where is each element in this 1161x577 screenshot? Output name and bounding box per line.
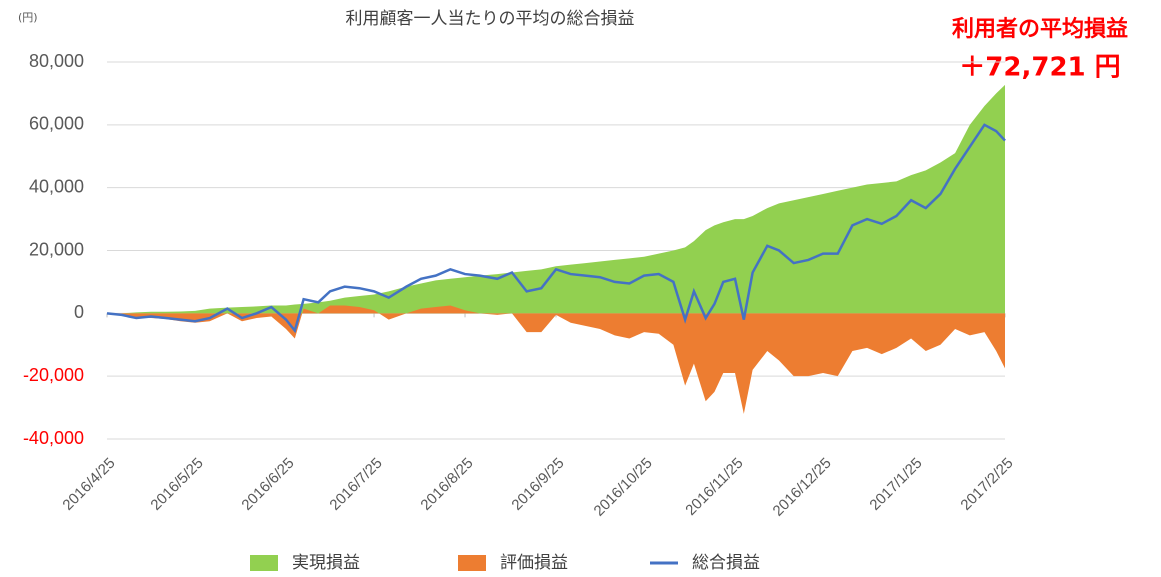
x-tick-label: 2016/4/25 (59, 455, 118, 514)
legend-label: 総合損益 (692, 553, 760, 573)
x-tick-label: 2017/2/25 (957, 455, 1016, 514)
x-tick-label: 2016/12/25 (770, 455, 835, 520)
y-tick-label: 40,000 (29, 176, 84, 196)
y-tick-label: -40,000 (23, 428, 84, 448)
x-tick-label: 2016/7/25 (326, 455, 385, 514)
y-tick-label: -20,000 (23, 365, 84, 385)
unit-label: (円) (18, 11, 38, 24)
y-tick-label: 20,000 (29, 239, 84, 259)
x-tick-label: 2016/8/25 (417, 455, 476, 514)
legend-label: 評価損益 (500, 553, 568, 573)
legend-label: 実現損益 (292, 553, 360, 573)
line (106, 123, 1006, 334)
annotation-title: 利用者の平均損益 (952, 16, 1128, 42)
y-tick-label: 60,000 (29, 114, 84, 134)
legend-swatch (250, 555, 278, 571)
annotation-value: ＋72,721 円 (959, 53, 1120, 83)
x-tick-label: 2016/5/25 (147, 455, 206, 514)
y-tick-label: 80,000 (29, 51, 84, 71)
area (107, 84, 1005, 314)
legend-swatch (458, 555, 486, 571)
x-tick-label: 2016/10/25 (591, 455, 656, 520)
y-tick-label: 0 (74, 302, 84, 322)
chart-title: 利用顧客一人当たりの平均の総合損益 (346, 9, 635, 29)
area (107, 305, 1005, 414)
x-tick-label: 2016/11/25 (682, 455, 746, 519)
x-tick-label: 2017/1/25 (866, 455, 925, 514)
x-tick-label: 2016/9/25 (508, 455, 567, 514)
x-tick-label: 2016/6/25 (238, 455, 297, 514)
